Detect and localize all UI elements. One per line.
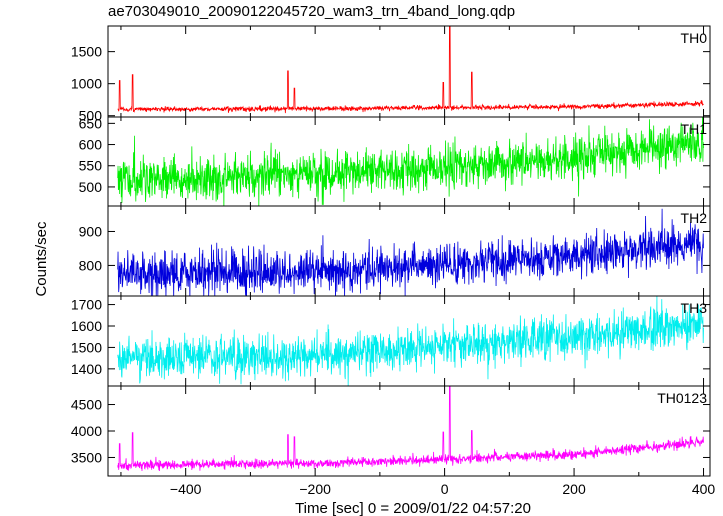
y-tick-label-th0123: 4000 [71,423,102,439]
series-label-th0: TH0 [681,30,708,46]
panel-th3: 1400 1500 1600 1700 TH3 [71,295,711,387]
series-line-th0123 [117,386,704,472]
series-label-th1: TH1 [681,121,708,137]
y-tick-label-th1: 650 [79,115,103,131]
series-line-th2 [117,208,704,296]
y-tick-label-th1: 600 [79,137,103,153]
x-tick-label: 200 [562,481,586,497]
series-line-th0 [117,26,704,114]
series-line-th3 [117,296,704,386]
panel-th0: 500 1000 1500 TH0 [71,25,711,124]
series-label-th0123: TH0123 [657,390,707,406]
x-axis-label: Time [sec] 0 = 2009/01/22 04:57:20 [295,500,531,516]
x-tick-label: −400 [170,481,202,497]
panel-th0123: 3500 4000 4500 TH0123 [71,385,711,477]
panel-frame-th0123 [107,385,711,477]
y-tick-label-th3: 1700 [71,297,102,313]
y-tick-label-th1: 500 [79,179,103,195]
panel-th2: 800 900 TH2 [79,205,711,297]
y-tick-label-th0: 500 [79,108,103,124]
x-tick-label: −200 [299,481,331,497]
y-tick-label-th3: 1500 [71,339,102,355]
series-label-th3: TH3 [681,300,708,316]
series-label-th2: TH2 [681,210,708,226]
y-tick-label-th1: 550 [79,158,103,174]
y-tick-label-th0123: 4500 [71,397,102,413]
y-tick-label-th3: 1400 [71,361,102,377]
y-tick-label-th3: 1600 [71,318,102,334]
y-tick-label-th0: 1000 [71,76,102,92]
panel-frame-th0 [107,25,711,118]
x-tick-label: 400 [692,481,716,497]
y-tick-label-th2: 900 [79,223,103,239]
series-line-th1 [117,117,704,206]
y-tick-label-th0123: 3500 [71,449,102,465]
y-axis-label: Counts/sec [33,221,50,297]
y-tick-label-th2: 800 [79,257,103,273]
y-tick-label-th0: 1500 [71,44,102,60]
x-tick-label: 0 [441,481,449,497]
panel-th1: 500 550 600 650 TH1 [79,115,711,207]
chart-title: ae703049010_20090122045720_wam3_trn_4ban… [108,3,516,20]
